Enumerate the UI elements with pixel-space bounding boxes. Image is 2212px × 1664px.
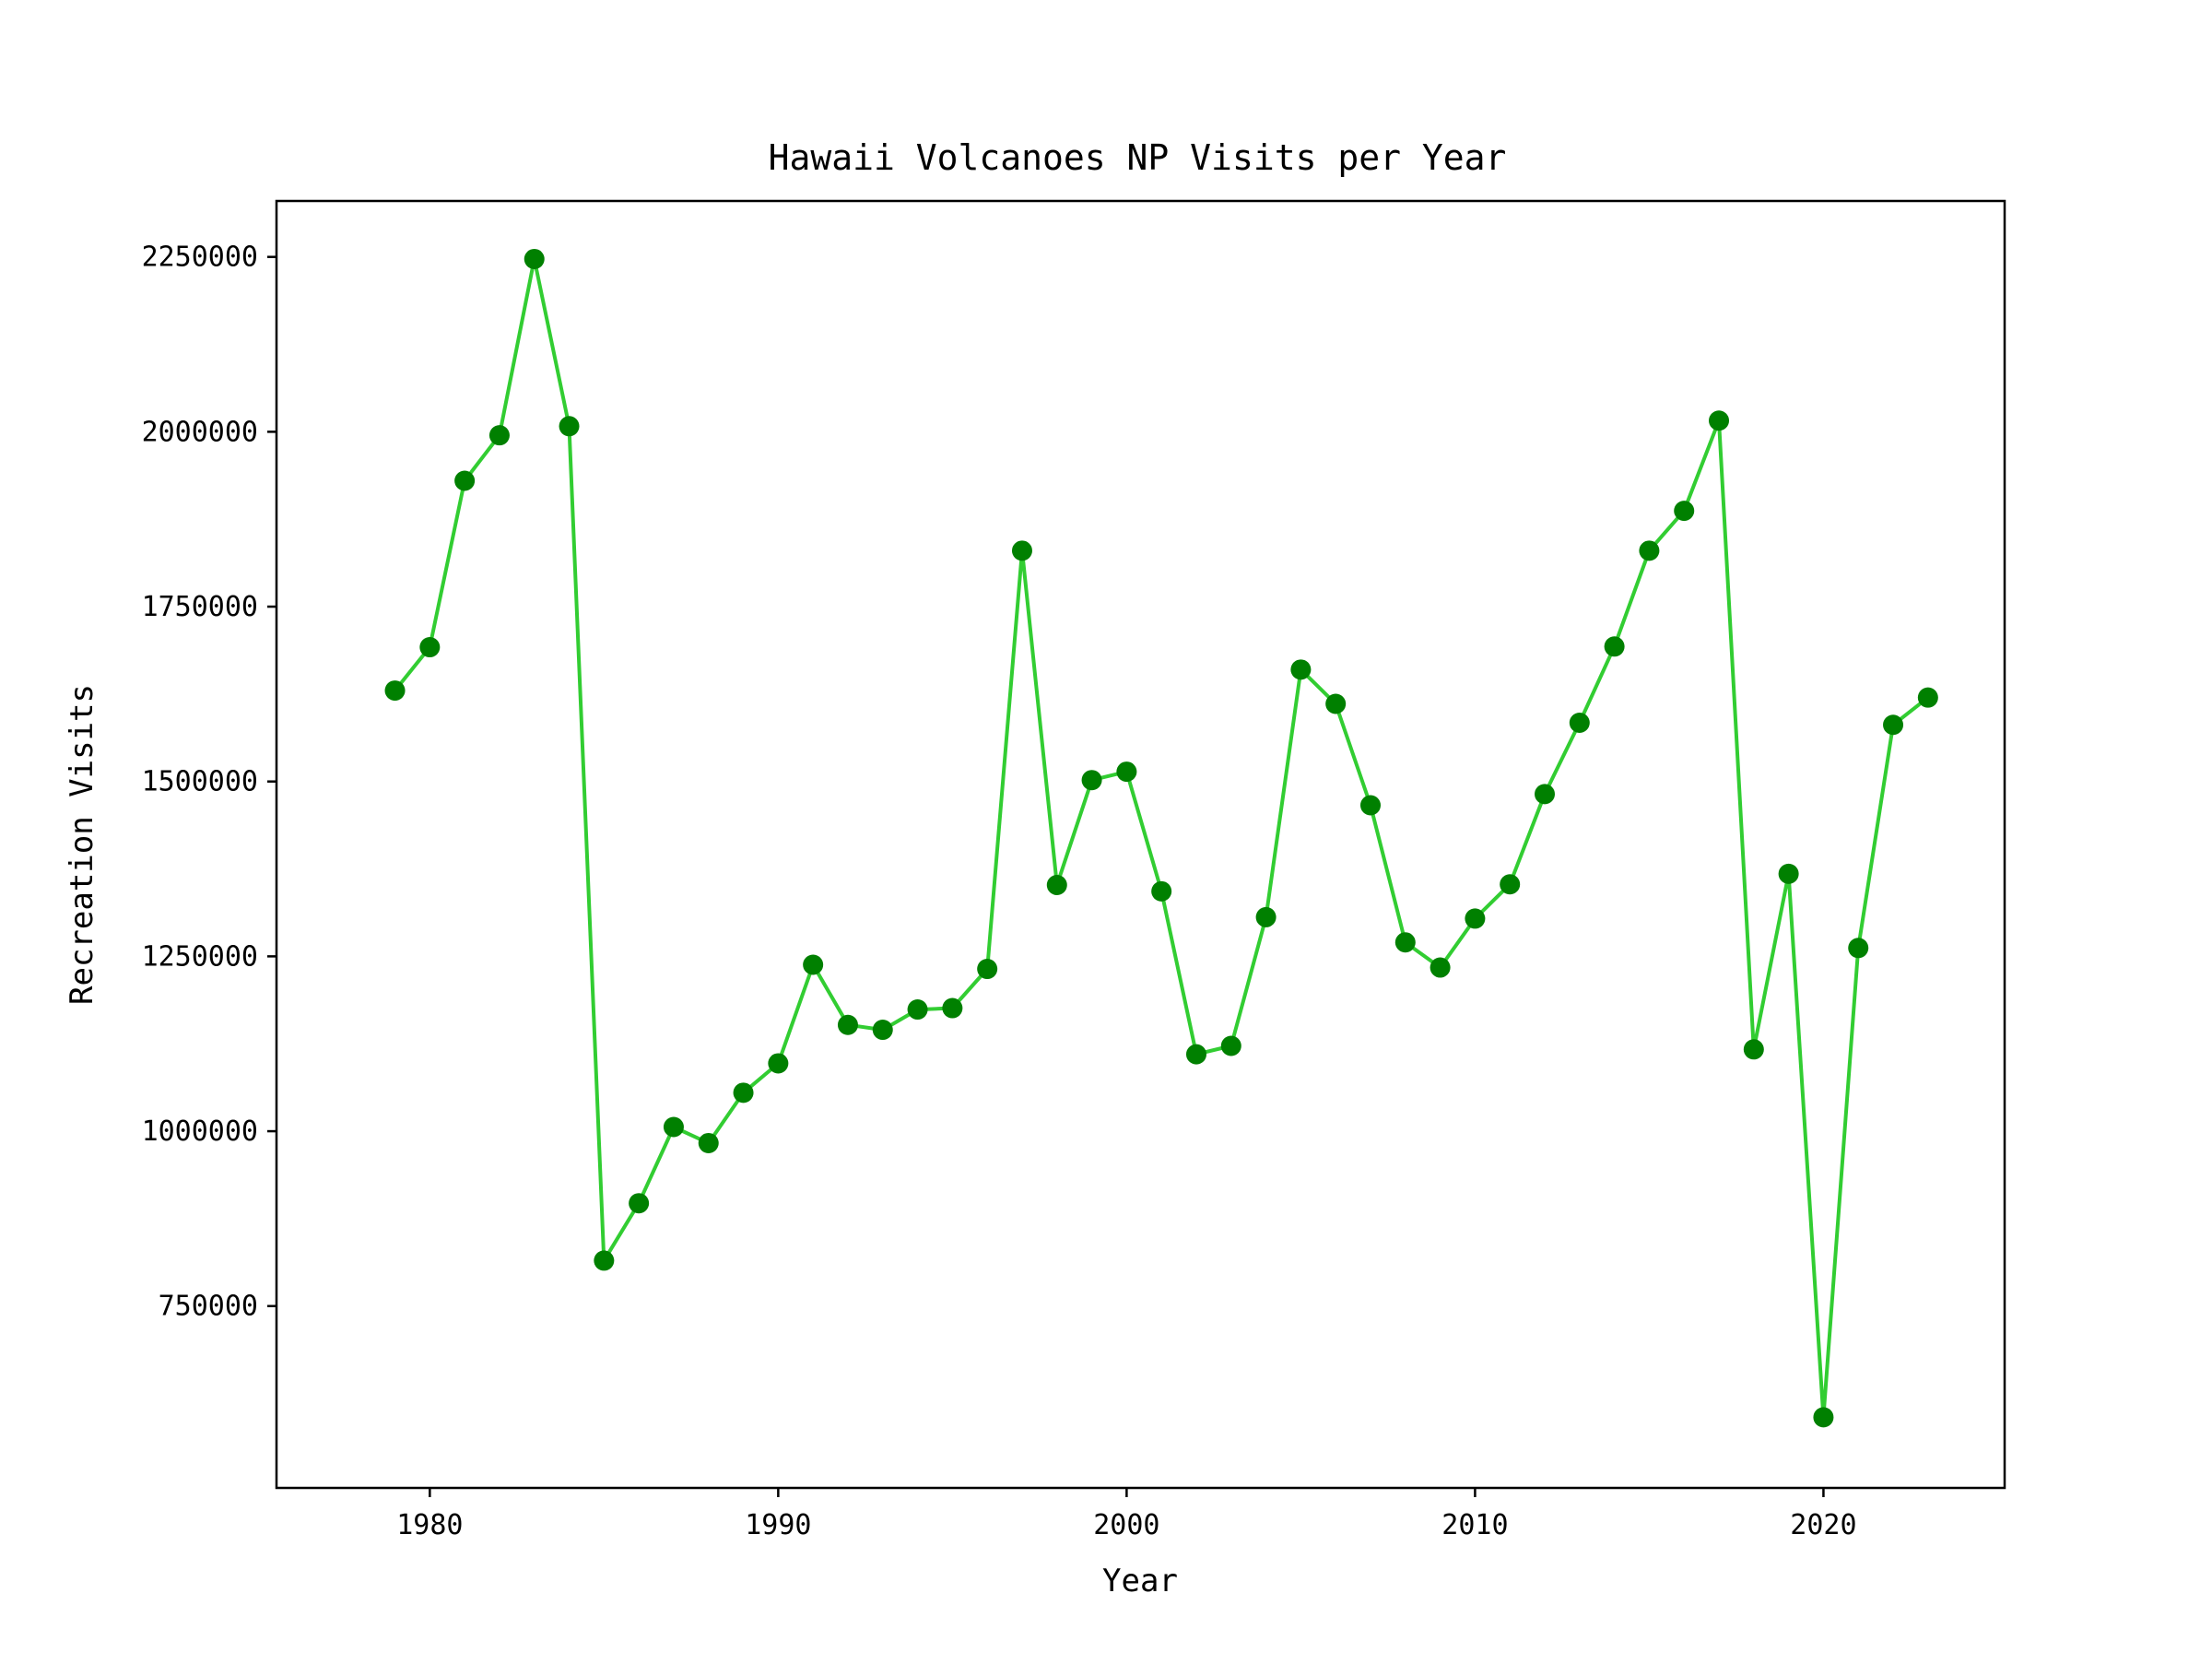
data-point [1674, 501, 1695, 522]
axes-frame [275, 199, 2006, 1490]
x-tick-label: 1980 [396, 1509, 463, 1541]
data-point [942, 997, 963, 1019]
y-tick-label: 2000000 [142, 416, 258, 448]
y-tick-label: 1250000 [142, 940, 258, 973]
data-point [559, 416, 580, 437]
x-tick-label: 2010 [1441, 1509, 1508, 1541]
data-point [1185, 1044, 1206, 1065]
data-point [1394, 932, 1416, 953]
data-point [1011, 540, 1032, 561]
data-point [1535, 784, 1556, 805]
series-line [393, 257, 1930, 1420]
y-axis-label: Recreation Visits [64, 684, 100, 1005]
data-point [1081, 770, 1102, 791]
x-axis: 1980 1990 2000 2010 2020 [396, 1488, 1857, 1541]
data-point [977, 959, 998, 980]
data-point [1430, 957, 1451, 978]
data-point [1046, 875, 1067, 896]
data-point [1325, 693, 1347, 714]
data-point [1743, 1039, 1764, 1060]
data-point [1778, 863, 1799, 884]
data-point [1290, 659, 1312, 680]
data-point [1604, 636, 1625, 657]
data-point [594, 1250, 615, 1271]
x-tick-label: 2020 [1790, 1509, 1856, 1541]
y-tick-label: 2250000 [142, 242, 258, 274]
chart-title: Hawaii Volcanoes NP Visits per Year [769, 137, 1507, 178]
data-point [1151, 880, 1172, 902]
data-point [629, 1193, 650, 1214]
data-point [384, 680, 406, 702]
data-point [419, 637, 441, 658]
data-point [663, 1116, 684, 1138]
data-point [1465, 908, 1486, 929]
y-tick-label: 1750000 [142, 591, 258, 623]
data-point [1569, 712, 1590, 733]
data-point [1639, 540, 1660, 561]
data-point [733, 1082, 754, 1103]
data-point [1220, 1035, 1241, 1056]
y-tick-label: 750000 [159, 1291, 258, 1323]
data-point [1848, 938, 1869, 959]
data-point [1359, 795, 1381, 816]
y-axis: 750000 1000000 1250000 1500000 1750000 200000… [142, 242, 276, 1323]
x-axis-label: Year [1102, 1563, 1178, 1599]
y-tick-label: 1000000 [142, 1115, 258, 1148]
data-point [1883, 714, 1904, 736]
data-point [768, 1053, 789, 1074]
data-point [488, 425, 510, 446]
data-point [1255, 906, 1277, 927]
data-point [1500, 874, 1521, 895]
data-point [803, 954, 824, 975]
data-point [454, 470, 476, 491]
data-point [837, 1014, 858, 1035]
x-tick-label: 2000 [1093, 1509, 1159, 1541]
data-point [1813, 1407, 1834, 1428]
data-point [907, 999, 928, 1021]
y-tick-label: 1500000 [142, 766, 258, 798]
data-point [1917, 687, 1938, 708]
data-point [524, 248, 545, 269]
plot-area [384, 248, 1938, 1428]
data-point [1709, 410, 1730, 431]
data-point [872, 1020, 893, 1041]
x-tick-label: 1990 [745, 1509, 811, 1541]
data-point [698, 1132, 719, 1153]
data-point [1116, 761, 1137, 783]
